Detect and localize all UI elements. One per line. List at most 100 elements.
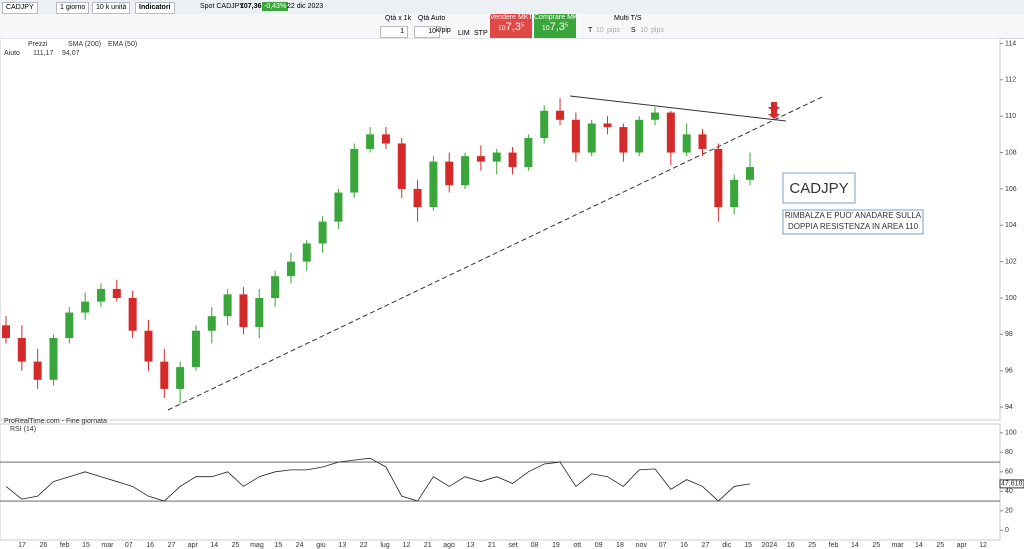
current-tag [999,479,1024,489]
s: S [631,27,636,34]
y-tick-label: 96 [1005,368,1013,375]
current-label: 47,618 [1001,481,1023,488]
candle-body [207,316,216,331]
candle-body [524,138,533,168]
sell-price: 7,3 [505,21,521,33]
x-tick-label: 25 [936,542,944,549]
x-tick-label: apr [188,542,199,549]
x-tick-label: 22 [360,542,368,549]
candle-body [191,330,200,368]
y-tick-label: 60 [1005,469,1013,476]
x-tick-label: 27 [168,542,176,549]
candle-body [397,143,406,189]
x-tick-label: 2024 [762,542,778,549]
candle-body [746,167,754,180]
x-tick-label: 16 [146,542,154,549]
candle-body [239,294,248,328]
lim[interactable]: LIM [458,30,470,37]
t-val[interactable]: 10 [596,27,604,34]
x-tick-label: 07 [125,542,133,549]
legend-low: 94,07 [62,50,80,57]
x-tick-label: 26 [39,542,47,549]
candle-body [255,298,264,328]
y-tick-label: 110 [1005,113,1016,120]
t: T [588,27,593,34]
x-tick-label: 09 [595,542,603,549]
x-tick-label: 12 [979,542,987,549]
y-tick-label: 100 [1005,430,1017,437]
x-tick-label: 14 [915,542,923,549]
x-tick-label: feb [60,542,70,549]
y-tick-label: 94 [1005,404,1013,411]
candle-body [508,152,517,168]
x-tick-label: 19 [552,542,560,549]
x-tick-label: 27 [701,542,709,549]
period[interactable]: 1 giorno [56,2,90,14]
candle-body [96,288,105,302]
stp[interactable]: STP [474,30,488,37]
symbol[interactable]: CADJPY [2,2,38,14]
candle-body [698,134,707,149]
y-tick-label: 104 [1005,222,1017,229]
indicators[interactable]: Indicatori [135,2,175,14]
candle-body [112,288,121,298]
sell-sup: 5 [520,22,525,29]
x-tick-label: 16 [680,542,688,549]
candle-body [492,152,501,162]
sell-button[interactable]: Vendere MKT 107,35 [490,14,533,38]
candle-body [366,134,375,149]
change: -0,43% [262,2,289,11]
candle-body [635,119,644,153]
buy-label: Comprare MKT [534,14,582,21]
multi: Multi T/S [614,15,642,22]
s-val[interactable]: 10 [640,27,648,34]
x-tick-label: 15 [744,542,752,549]
candle-body [682,134,691,153]
candle-body [49,338,58,380]
candle-body [128,298,137,331]
candle-body [271,276,280,298]
sell-label: Vendere MKT [490,14,533,21]
x-tick-label: 25 [808,542,816,549]
x-tick-label: 21 [488,542,496,549]
annotation-title-box [782,172,856,204]
y-tick-label: 108 [1005,149,1017,156]
auto-label: Qtà Auto [418,15,446,22]
price: 107,36 [240,3,262,10]
candle-body [461,156,470,186]
y-tick-label: 40 [1005,488,1013,495]
candle-body [556,110,565,120]
y-tick-label: 100 [1005,295,1017,302]
candle-body [334,192,343,222]
x-tick-label: 08 [531,542,539,549]
x-tick-label: set [509,542,518,549]
x-tick-label: mar [892,542,905,549]
chart: Prezzi SMA (200) EMA (50) Aiuto 111,17 9… [0,38,1024,549]
x-tick-label: mag [250,542,264,549]
annotation-line: RIMBALZA E PUO' ANADARE SULLA [785,211,922,220]
candle-body [445,161,454,186]
x-tick-label: lug [380,542,389,549]
x-tick-label: 25 [232,542,240,549]
size[interactable]: 10 k unità [92,2,131,14]
candle-body [176,367,185,389]
x-tick-label: 18 [616,542,624,549]
x-tick-label: feb [829,542,839,549]
qty[interactable]: 1 [380,26,408,38]
candle-body [651,112,660,120]
x-tick-label: 15 [274,542,282,549]
x-tick-label: 14 [851,542,859,549]
x-tick-label: 13 [467,542,475,549]
x-tick-label: dic [722,542,731,549]
candle-body [144,330,153,362]
buy-button[interactable]: Comprare MKT 107,35 [534,14,582,38]
resistance-line [569,95,787,122]
candle-body [302,243,311,262]
candle-body [619,127,628,153]
x-tick-label: 24 [296,542,304,549]
buy-sup: 5 [564,22,569,29]
candle-body [381,134,390,144]
footer: ProRealTime.com - Fine giornata [4,418,107,425]
support-line [167,96,823,411]
